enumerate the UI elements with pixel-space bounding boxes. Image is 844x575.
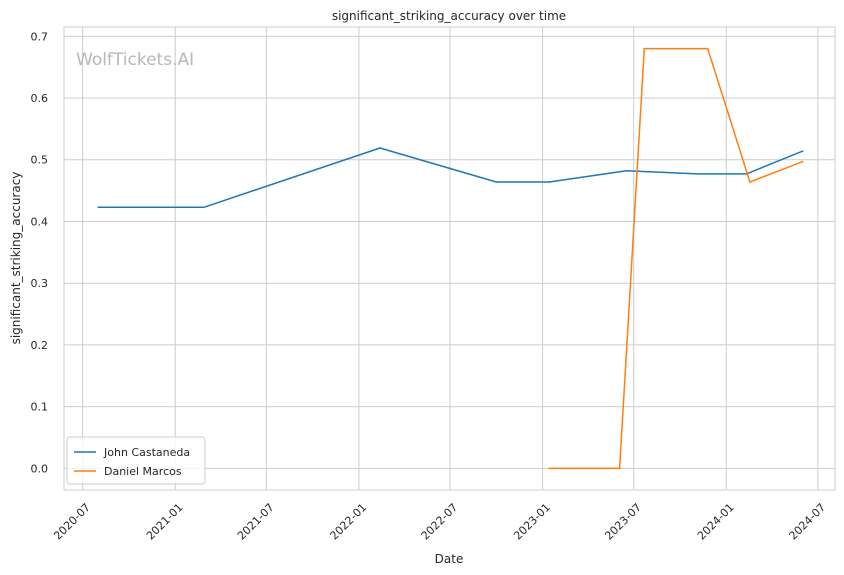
x-tick-label: 2021-01	[144, 501, 186, 543]
plot-frame	[63, 26, 836, 491]
y-tick-label: 0.6	[31, 92, 49, 105]
x-tick-labels: 2020-07 2021-01 2021-07 2022-01 2022-07 2023-…	[51, 501, 828, 543]
grid-lines	[64, 27, 835, 490]
legend: John Castaneda Daniel Marcos	[66, 436, 206, 485]
x-tick-label: 2022-07	[419, 501, 461, 543]
data-point-john-castaneda	[625, 170, 628, 172]
data-point-john-castaneda	[97, 206, 100, 209]
legend-label-daniel-marcos: Daniel Marcos	[104, 465, 182, 478]
x-tick-label: 2020-07	[51, 501, 93, 543]
data-point-daniel-marcos	[548, 467, 550, 470]
y-tick-labels: 0.0 0.1 0.2 0.3 0.4 0.5 0.6 0.7	[31, 30, 49, 475]
data-point-daniel-marcos	[749, 181, 751, 183]
data-point-daniel-marcos	[643, 47, 646, 50]
data-point-john-castaneda	[379, 147, 381, 149]
y-tick-label: 0.3	[31, 277, 49, 290]
x-tick-label: 2021-07	[235, 501, 277, 543]
x-tick-label: 2023-07	[602, 501, 644, 543]
y-tick-label: 0.1	[31, 401, 49, 414]
x-tick-label: 2022-01	[328, 501, 370, 543]
legend-label-john-castaneda: John Castaneda	[103, 446, 190, 459]
x-tick-label: 2023-01	[511, 501, 553, 543]
x-tick-label: 2024-07	[787, 501, 829, 543]
data-point-john-castaneda	[495, 181, 498, 183]
y-tick-label: 0.4	[31, 215, 49, 228]
data-point-daniel-marcos	[618, 467, 621, 470]
data-point-john-castaneda	[801, 150, 804, 152]
series-line-daniel-marcos	[549, 47, 804, 470]
plot-area	[64, 27, 835, 490]
x-tick-label: 2024-01	[695, 501, 737, 543]
watermark: WolfTickets.AI	[76, 50, 194, 70]
y-tick-label: 0.2	[31, 339, 49, 352]
data-point-daniel-marcos	[801, 160, 804, 163]
data-point-john-castaneda	[203, 206, 205, 209]
data-point-john-castaneda	[696, 173, 698, 175]
chart-title: significant_striking_accuracy over time	[332, 9, 566, 23]
data-point-john-castaneda	[548, 181, 550, 183]
series-layer	[97, 47, 804, 470]
x-axis-title: Date	[435, 552, 464, 566]
y-tick-label: 0.5	[31, 154, 49, 167]
y-tick-label: 0.0	[31, 462, 49, 475]
y-axis-title: significant_striking_accuracy	[9, 172, 23, 345]
legend-box	[66, 436, 206, 485]
data-point-daniel-marcos	[706, 47, 709, 50]
y-tick-label: 0.7	[31, 30, 49, 43]
